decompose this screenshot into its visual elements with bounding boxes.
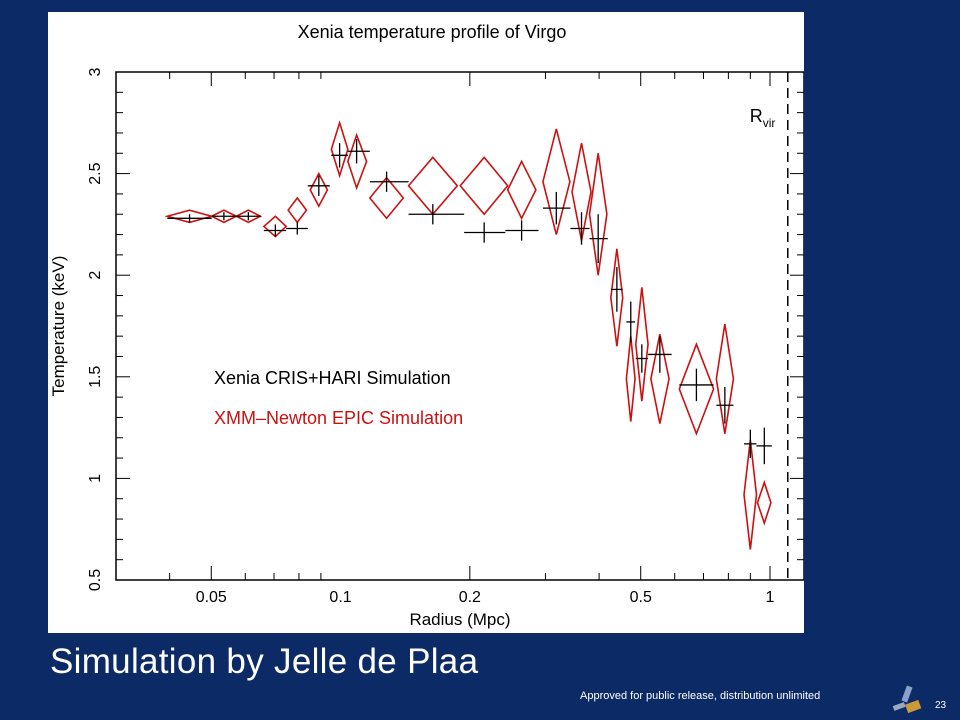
xmm-diamond-point: [650, 333, 670, 424]
xmm-diamond-point: [287, 196, 308, 224]
slide-number: 23: [935, 700, 947, 711]
rvir-label: Rvir: [750, 106, 776, 130]
xmm-diamond-point: [756, 479, 772, 526]
plot-panel: Xenia temperature profile of Virgo 0.05 0…: [48, 12, 804, 633]
rvir-label-main: R: [750, 106, 763, 126]
axis-ticks: 0.05 0.1 0.2 0.5 1 0.5 1 1.5 2 2.5 3: [87, 67, 804, 606]
xmm-diamond-point: [610, 248, 624, 347]
xmm-diamond-point: [506, 159, 537, 221]
xmm-diamond-point: [715, 323, 735, 434]
rvir-label-subscript: vir: [763, 116, 776, 130]
plot-frame: [115, 71, 804, 581]
legend-entry-xmm: XMM–Newton EPIC Simulation: [214, 408, 463, 428]
y-tick-label: 2.5: [87, 162, 104, 184]
x-tick-label: 1: [766, 589, 775, 606]
xmm-diamond-point: [678, 342, 715, 436]
xmm-diamond-point: [743, 439, 758, 550]
xmm-diamond-point: [635, 287, 649, 402]
xmm-diamond-point: [407, 156, 459, 216]
xmm-diamond-point: [347, 132, 368, 191]
xmm-diamond-point: [459, 156, 509, 216]
y-tick-label: 2: [87, 271, 104, 280]
satellite-icon: [892, 685, 922, 714]
chart-title: Xenia temperature profile of Virgo: [298, 22, 567, 42]
y-tick-label: 1: [87, 474, 104, 483]
slide-caption: Simulation by Jelle de Plaa: [50, 642, 479, 681]
xmm-diamond-point: [542, 128, 571, 235]
temperature-profile-chart: Xenia temperature profile of Virgo 0.05 0…: [49, 22, 804, 629]
x-tick-label: 0.1: [329, 589, 351, 606]
xmm-diamond-point: [330, 120, 349, 179]
xmm-diamond-point: [588, 153, 608, 276]
y-tick-label: 1.5: [87, 366, 104, 388]
data-marks: [164, 120, 772, 550]
x-tick-label: 0.2: [459, 589, 481, 606]
xmm-diamond-point: [262, 215, 288, 238]
xmm-diamond-point: [309, 171, 329, 208]
y-axis-label: Temperature (keV): [49, 256, 68, 397]
release-note: Approved for public release, distributio…: [580, 690, 821, 702]
x-tick-label: 0.05: [196, 589, 227, 606]
xmm-diamond-point: [571, 142, 592, 241]
y-tick-label: 3: [87, 67, 104, 76]
y-tick-label: 0.5: [87, 569, 104, 591]
xmm-diamond-point: [625, 336, 636, 422]
x-axis-label: Radius (Mpc): [409, 610, 510, 629]
x-tick-label: 0.5: [630, 589, 652, 606]
legend-entry-xenia: Xenia CRIS+HARI Simulation: [214, 368, 451, 388]
xmm-diamond-point: [368, 176, 405, 220]
